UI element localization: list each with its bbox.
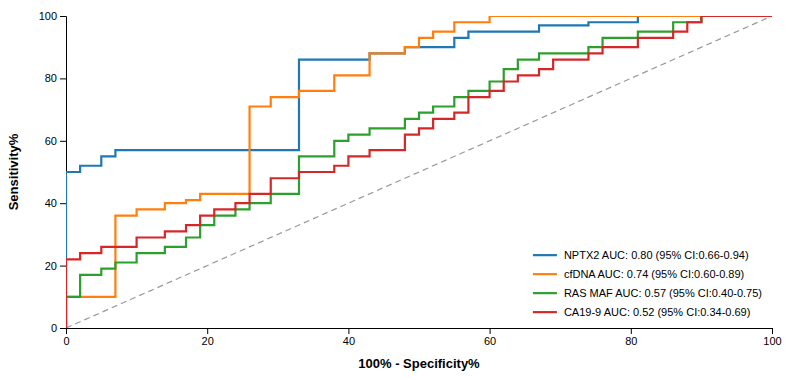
legend: NPTX2 AUC: 0.80 (95% CI:0.66-0.94) cfDNA …: [533, 249, 762, 318]
chart-svg: 0 20 40 60 80 100 0 20 40 60 80 100 NPTX2 AUC: 0.80 …: [0, 0, 796, 380]
x-tick-label: 100: [763, 335, 781, 347]
y-axis-line: [60, 17, 67, 329]
roc-curve: [66, 16, 772, 328]
x-tick-label: 40: [343, 335, 355, 347]
chart-container: 0 20 40 60 80 100 0 20 40 60 80 100 NPTX2 AUC: 0.80 …: [0, 0, 796, 380]
y-tick-label: 20: [45, 260, 57, 272]
legend-label: RAS MAF AUC: 0.57 (95% CI:0.40-0.75): [564, 287, 762, 299]
legend-label: NPTX2 AUC: 0.80 (95% CI:0.66-0.94): [564, 249, 749, 261]
x-tick: 20: [202, 328, 214, 347]
y-tick-mark: [60, 203, 66, 204]
y-tick: 100: [39, 10, 66, 22]
y-tick-mark: [60, 328, 66, 329]
x-tick: 60: [484, 328, 496, 347]
x-tick-label: 20: [202, 335, 214, 347]
y-tick-mark: [60, 141, 66, 142]
legend-swatch: [533, 273, 557, 275]
roc-curve: [66, 16, 772, 328]
legend-item: NPTX2 AUC: 0.80 (95% CI:0.66-0.94): [533, 249, 749, 261]
legend-label: CA19-9 AUC: 0.52 (95% CI:0.34-0.69): [564, 306, 750, 318]
x-tick-label: 0: [63, 335, 69, 347]
x-tick: 40: [343, 328, 355, 347]
legend-swatch: [533, 254, 557, 256]
y-tick-label: 100: [39, 10, 57, 22]
roc-curve: [66, 16, 772, 328]
x-tick: 80: [625, 328, 637, 347]
x-tick: 100: [763, 328, 781, 347]
y-tick: 40: [45, 197, 66, 209]
y-tick-mark: [60, 78, 66, 79]
legend-item: RAS MAF AUC: 0.57 (95% CI:0.40-0.75): [533, 287, 762, 299]
y-tick-label: 80: [45, 72, 57, 84]
y-tick-label: 40: [45, 197, 57, 209]
x-tick: 0: [63, 328, 69, 347]
x-tick-mark: [207, 328, 208, 334]
y-tick: 0: [51, 322, 66, 334]
lines: [66, 16, 772, 328]
x-tick-label: 80: [625, 335, 637, 347]
legend-swatch: [533, 292, 557, 294]
y-axis-title: Sensitivity%: [6, 133, 21, 210]
y-tick: 20: [45, 260, 66, 272]
y-tick-mark: [60, 266, 66, 267]
x-tick-mark: [490, 328, 491, 334]
legend-item: cfDNA AUC: 0.74 (95% CI:0.60-0.89): [533, 268, 744, 280]
y-tick-label: 60: [45, 135, 57, 147]
plot-area: 0 20 40 60 80 100 0 20 40 60 80 100 NPTX2 AUC: 0.80 …: [39, 10, 782, 347]
reference-line: [66, 16, 772, 328]
legend-label: cfDNA AUC: 0.74 (95% CI:0.60-0.89): [564, 268, 744, 280]
x-tick-mark: [772, 328, 773, 334]
x-axis-line: [67, 329, 773, 335]
y-tick-label: 0: [51, 322, 57, 334]
x-tick-mark: [631, 328, 632, 334]
y-axis: 0 20 40 60 80 100: [39, 10, 67, 334]
y-tick: 60: [45, 135, 66, 147]
x-axis: 0 20 40 60 80 100: [63, 328, 781, 347]
legend-item: CA19-9 AUC: 0.52 (95% CI:0.34-0.69): [533, 306, 750, 318]
x-axis-title: 100% - Specificity%: [358, 356, 480, 371]
x-tick-label: 60: [484, 335, 496, 347]
y-tick-mark: [60, 16, 66, 17]
roc-curve: [66, 16, 772, 328]
x-tick-mark: [348, 328, 349, 334]
y-tick: 80: [45, 72, 66, 84]
legend-swatch: [533, 311, 557, 313]
